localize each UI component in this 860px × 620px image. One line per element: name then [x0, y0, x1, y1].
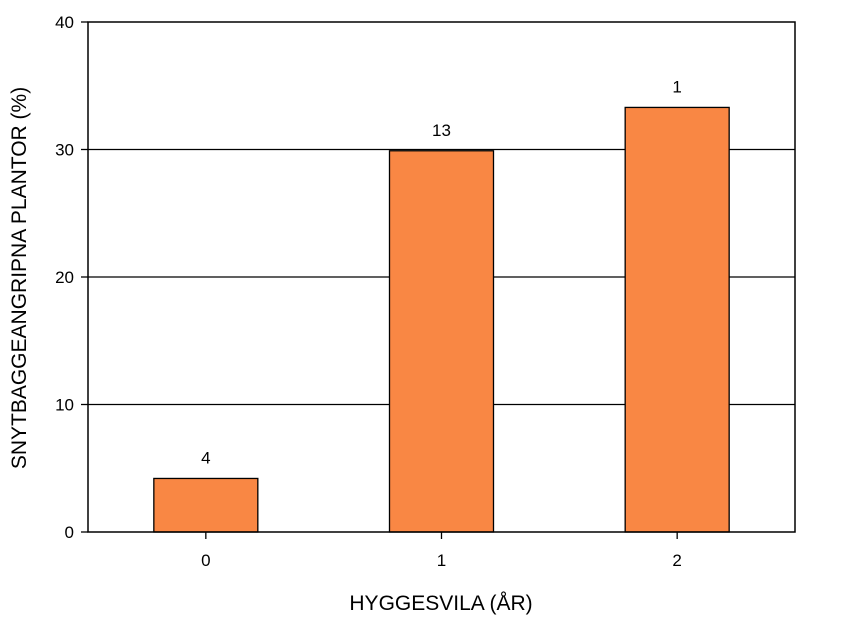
data-labels: 4 13 1 [201, 77, 682, 467]
y-tick-label: 40 [55, 13, 74, 32]
x-tick-label: 0 [201, 551, 210, 570]
x-axis-ticks: 0 1 2 [201, 532, 682, 570]
y-tick-label: 20 [55, 268, 74, 287]
y-tick-label: 10 [55, 396, 74, 415]
bar-2 [624, 106, 730, 533]
bars [153, 106, 730, 533]
y-axis-ticks: 0 10 20 30 40 [55, 13, 88, 542]
x-axis-title: HYGGESVILA (ÅR) [349, 592, 532, 615]
x-tick-label: 1 [437, 551, 446, 570]
y-axis-title: SNYTBAGGEANGRIPNA PLANTOR (%) [8, 87, 31, 469]
y-tick-label: 30 [55, 141, 74, 160]
bar-1 [388, 150, 495, 533]
data-label: 4 [201, 448, 210, 467]
x-tick-label: 2 [672, 551, 681, 570]
y-tick-label: 0 [65, 523, 74, 542]
data-label: 13 [432, 121, 451, 140]
bar-0 [153, 477, 259, 533]
data-label: 1 [672, 77, 681, 96]
